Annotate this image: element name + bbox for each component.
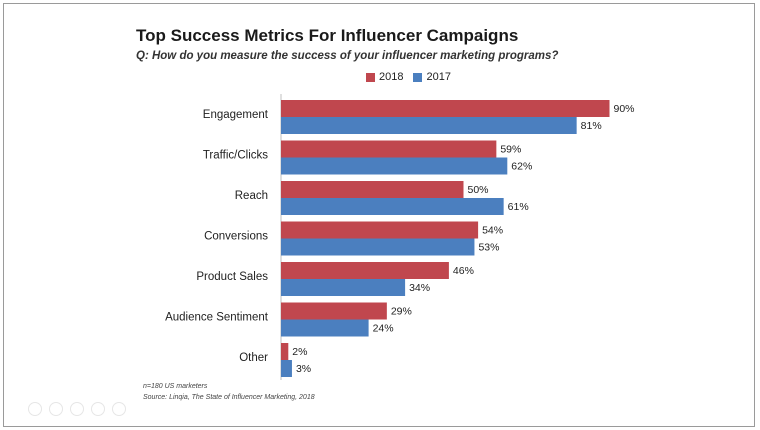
slide-nav-dot[interactable] xyxy=(91,402,105,416)
data-label: 24% xyxy=(373,323,394,335)
data-label: 61% xyxy=(508,201,529,213)
legend-label-2017: 2017 xyxy=(426,71,451,83)
bar-2018-traffic-clicks xyxy=(281,140,497,158)
data-label: 90% xyxy=(614,103,635,115)
category-label: Traffic/Clicks xyxy=(203,150,268,162)
slide-nav-dot[interactable] xyxy=(70,402,84,416)
chart-subtitle: Q: How do you measure the success of you… xyxy=(136,50,559,62)
bar-2017-other xyxy=(281,360,292,377)
category-label: Engagement xyxy=(203,109,269,121)
data-label: 2% xyxy=(292,346,307,358)
slide-nav-dot[interactable] xyxy=(28,402,42,416)
chart-title: Top Success Metrics For Influencer Campa… xyxy=(136,26,519,45)
category-label: Audience Sentiment xyxy=(165,312,269,324)
bar-2017-product-sales xyxy=(281,279,406,296)
data-label: 54% xyxy=(482,225,503,237)
category-label: Product Sales xyxy=(196,271,268,283)
data-label: 50% xyxy=(468,184,489,196)
bar-2018-engagement xyxy=(281,100,610,117)
category-label: Other xyxy=(239,352,268,364)
slide-nav-dot[interactable] xyxy=(112,402,126,416)
data-label: 29% xyxy=(391,306,412,318)
bar-2017-audience-sentiment xyxy=(281,319,369,337)
bar-2018-reach xyxy=(281,181,464,198)
footnote-sample: n=180 US marketers xyxy=(143,383,208,390)
slide-nav-controls xyxy=(28,402,126,416)
data-label: 53% xyxy=(478,242,499,254)
bar-2018-other xyxy=(281,343,289,360)
bar-2018-product-sales xyxy=(281,262,449,279)
legend-swatch-2018 xyxy=(366,72,375,82)
legend-item-2017: 2017 xyxy=(413,71,451,83)
bar-2017-traffic-clicks xyxy=(281,157,508,175)
slide-nav-dot[interactable] xyxy=(49,402,63,416)
data-label: 62% xyxy=(511,161,532,173)
chart-legend: 2018 2017 xyxy=(366,71,451,83)
category-label: Reach xyxy=(235,190,268,202)
bar-2017-conversions xyxy=(281,238,475,256)
data-label: 81% xyxy=(581,120,602,132)
bar-2018-audience-sentiment xyxy=(281,302,387,320)
data-label: 3% xyxy=(296,363,311,375)
legend-item-2018: 2018 xyxy=(366,71,403,83)
bar-2018-conversions xyxy=(281,221,479,239)
bar-2017-reach xyxy=(281,198,504,215)
data-label: 34% xyxy=(409,282,430,294)
data-label: 46% xyxy=(453,265,474,277)
category-label: Conversions xyxy=(204,231,268,243)
legend-label-2018: 2018 xyxy=(379,71,404,83)
legend-swatch-2017 xyxy=(413,72,423,82)
data-label: 59% xyxy=(500,144,521,156)
footnote-source: Source: Linqia, The State of Influencer … xyxy=(143,394,315,401)
bar-2017-engagement xyxy=(281,117,577,134)
